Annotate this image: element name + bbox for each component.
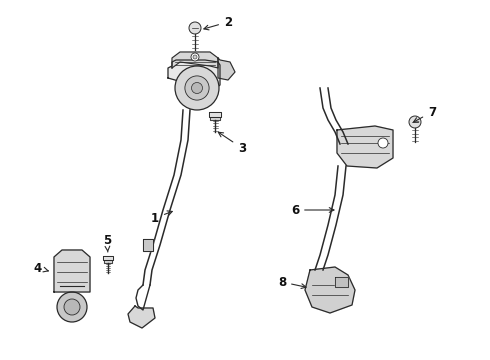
Text: 5: 5 [103,234,111,252]
Polygon shape [54,250,90,292]
Polygon shape [210,117,220,120]
Circle shape [409,116,421,128]
Text: 2: 2 [204,15,232,30]
Circle shape [185,76,209,100]
Circle shape [191,53,199,61]
Circle shape [57,292,87,322]
Polygon shape [305,267,355,313]
Text: 8: 8 [278,275,306,288]
Circle shape [64,299,80,315]
Polygon shape [103,256,113,260]
Circle shape [378,138,388,148]
Circle shape [175,66,219,110]
Text: 4: 4 [34,261,48,274]
Polygon shape [143,239,153,251]
Circle shape [192,82,202,94]
Circle shape [193,55,197,59]
Polygon shape [172,52,218,68]
Text: 1: 1 [151,211,172,225]
Text: 3: 3 [219,132,246,154]
Circle shape [189,22,201,34]
Polygon shape [218,58,235,80]
Polygon shape [128,306,155,328]
Polygon shape [209,112,221,117]
Polygon shape [337,126,393,168]
Polygon shape [104,260,112,263]
Text: 6: 6 [291,203,334,216]
Polygon shape [335,277,348,287]
Text: 7: 7 [414,105,436,122]
Polygon shape [168,60,220,90]
